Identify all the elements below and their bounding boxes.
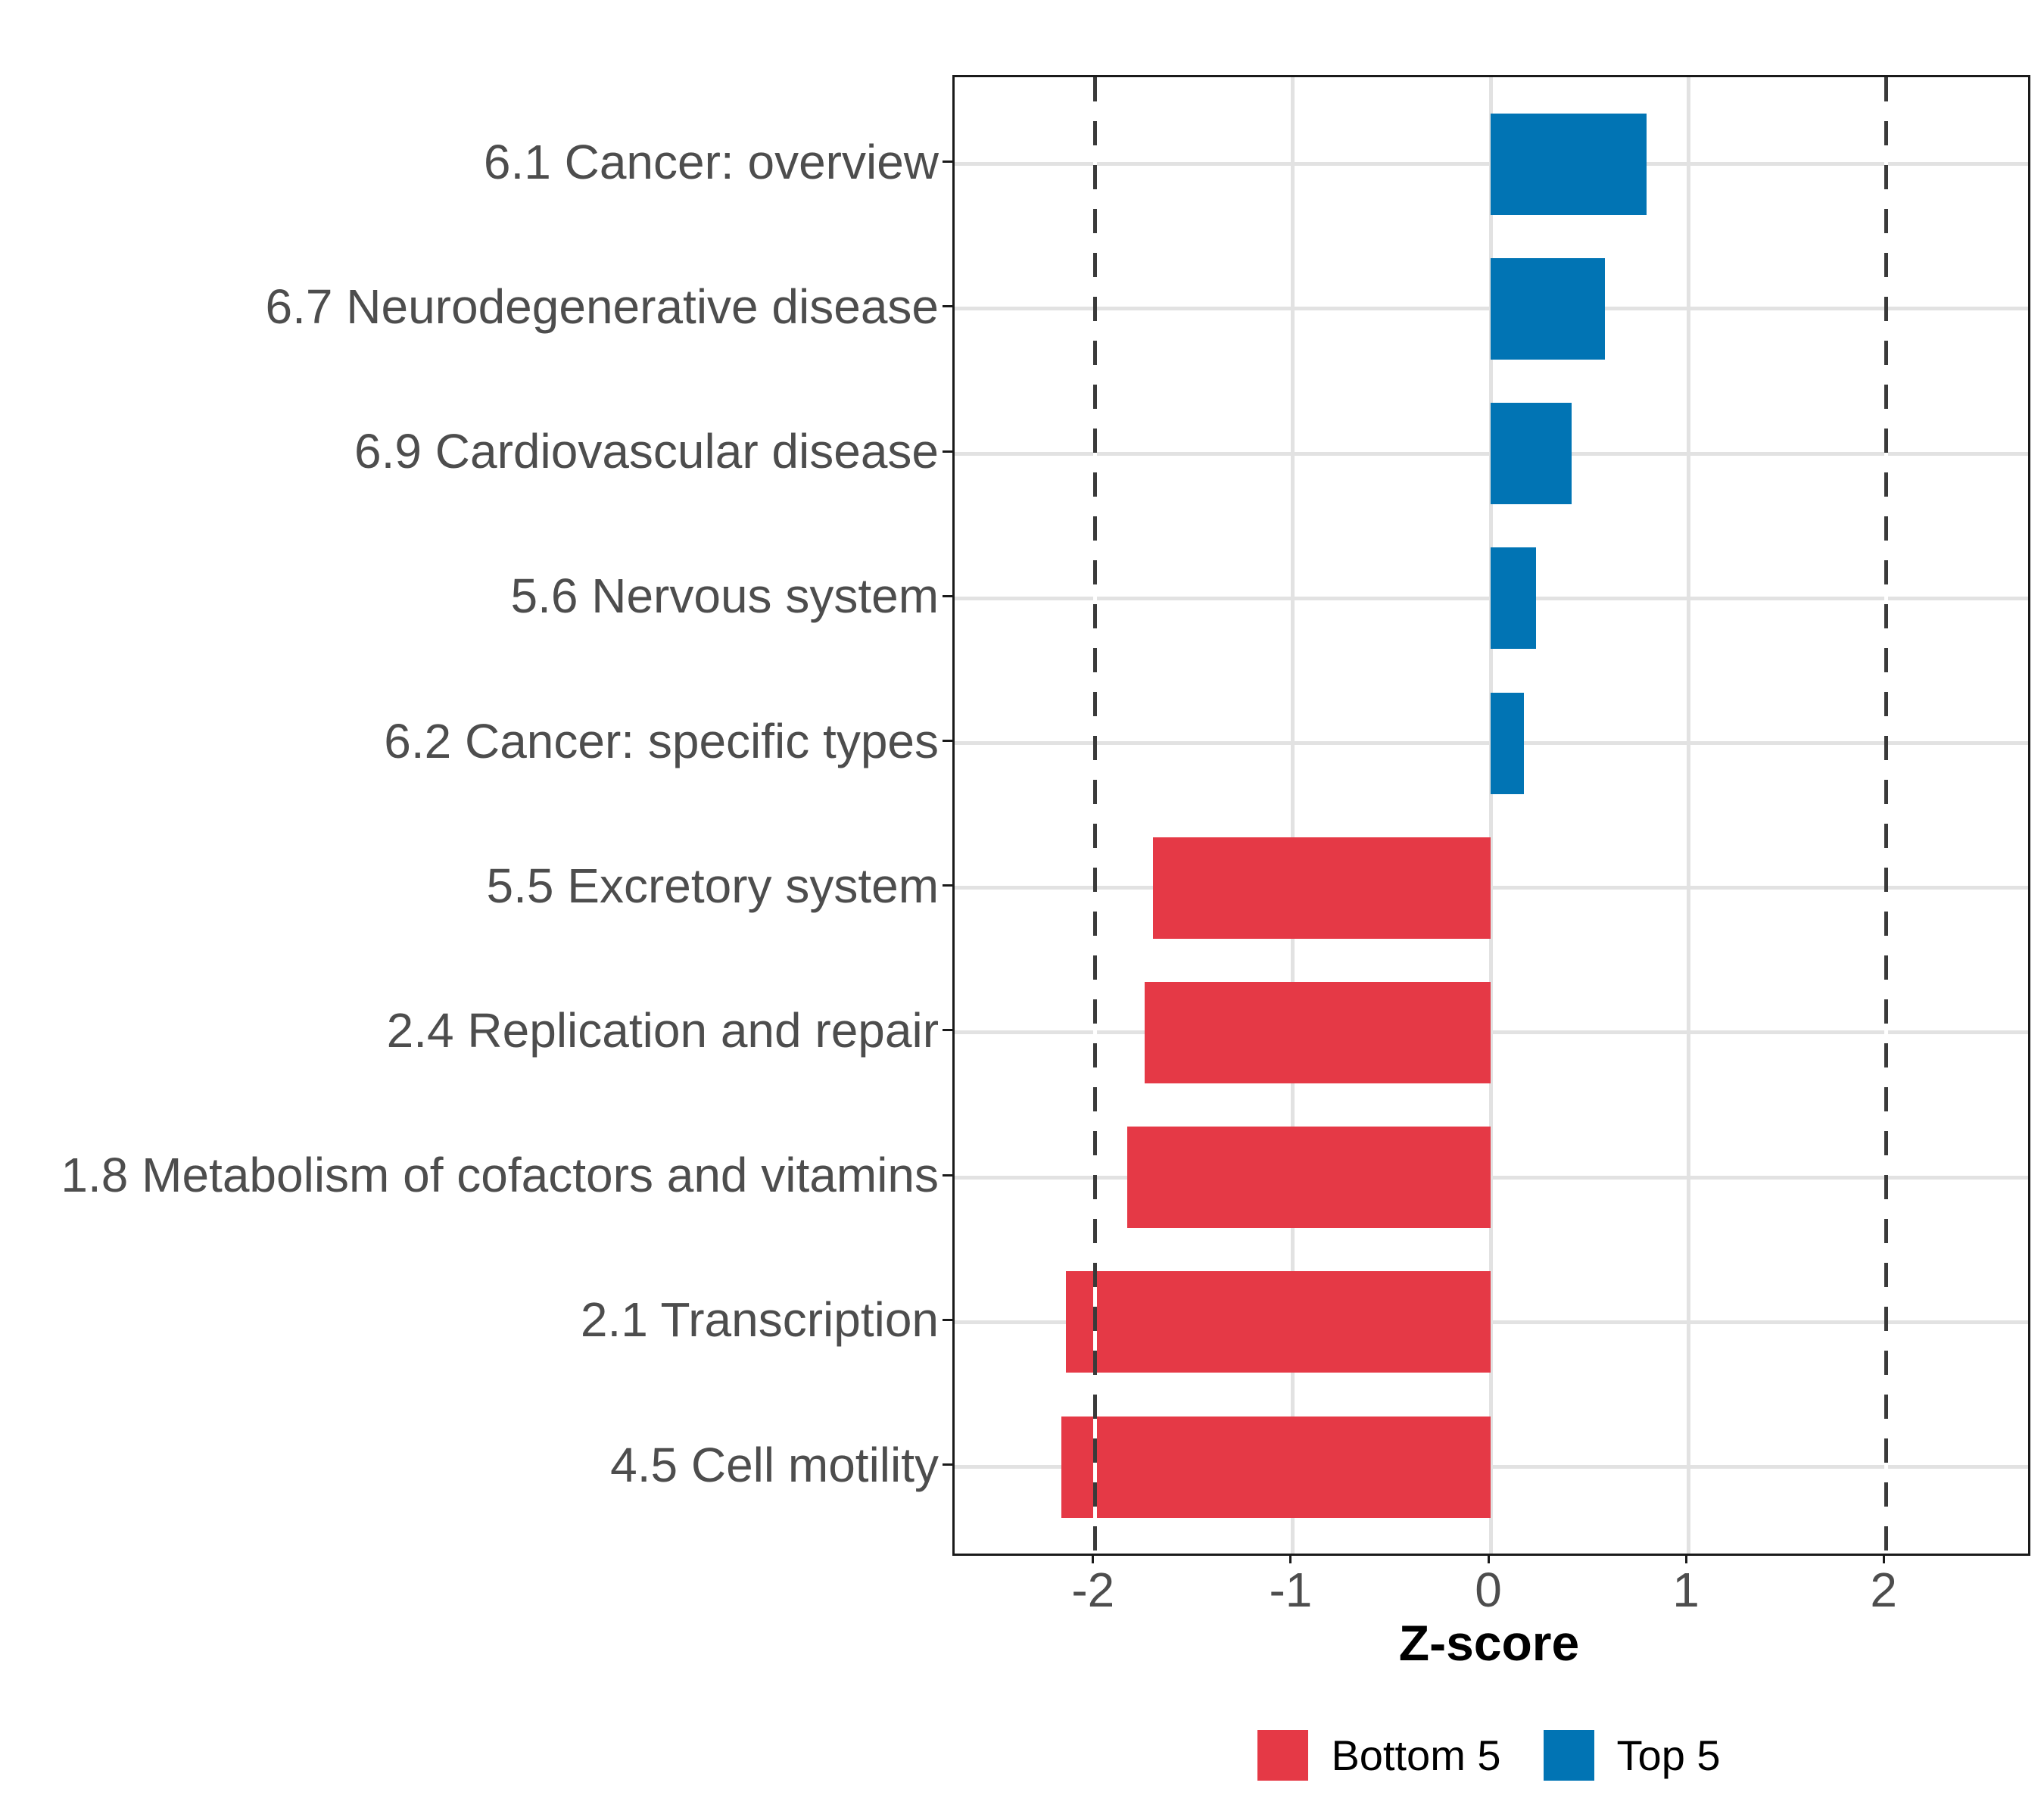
y-axis-tick bbox=[943, 1318, 952, 1321]
bar-2-1-transcription bbox=[1065, 1271, 1491, 1373]
x-axis-title: Z-score bbox=[1398, 1615, 1580, 1671]
y-axis-category-label: 5.5 Excretory system bbox=[486, 858, 939, 913]
legend-label-top5: Top 5 bbox=[1616, 1731, 1721, 1779]
bar-5-5-excretory-system bbox=[1152, 837, 1491, 939]
y-axis-tick bbox=[943, 740, 952, 742]
legend-entry-top5: Top 5 bbox=[1543, 1729, 1721, 1781]
x-axis-tick-label: 0 bbox=[1475, 1563, 1502, 1617]
y-axis-category-label: 6.1 Cancer: overview bbox=[483, 134, 939, 189]
x-axis-tick-label: -2 bbox=[1071, 1563, 1115, 1617]
bar-1-8-metabolism-of-cofactors-and-vitamins bbox=[1126, 1127, 1491, 1229]
legend-entry-bottom5: Bottom 5 bbox=[1257, 1729, 1501, 1781]
plot-panel bbox=[952, 75, 2030, 1556]
bar-2-4-replication-and-repair bbox=[1145, 981, 1491, 1083]
x-axis-tick bbox=[1882, 1554, 1885, 1563]
gridline-horizontal bbox=[955, 1465, 2028, 1469]
y-axis-tick bbox=[943, 161, 952, 164]
gridline-horizontal bbox=[955, 1030, 2028, 1035]
x-axis-tick bbox=[1289, 1554, 1292, 1563]
y-axis-tick bbox=[943, 305, 952, 308]
reference-line bbox=[1884, 77, 1888, 1554]
bar-6-9-cardiovascular-disease bbox=[1491, 403, 1572, 505]
x-axis-tick-label: 1 bbox=[1672, 1563, 1700, 1617]
y-axis-tick bbox=[943, 884, 952, 887]
x-axis-tick bbox=[1684, 1554, 1687, 1563]
x-axis-tick bbox=[1487, 1554, 1490, 1563]
y-axis-tick bbox=[943, 1029, 952, 1032]
gridline-horizontal bbox=[955, 1175, 2028, 1180]
bar-5-6-nervous-system bbox=[1491, 547, 1537, 650]
y-axis-tick bbox=[943, 1463, 952, 1466]
y-axis-category-label: 6.2 Cancer: specific types bbox=[384, 713, 939, 768]
legend: Bottom 5 Top 5 bbox=[952, 1729, 2026, 1781]
y-axis-tick bbox=[943, 450, 952, 453]
bar-6-7-neurodegenerative-disease bbox=[1491, 257, 1606, 360]
y-axis-category-label: 4.5 Cell motility bbox=[610, 1437, 939, 1492]
x-axis-tick-label: 2 bbox=[1870, 1563, 1897, 1617]
y-axis-category-label: 2.1 Transcription bbox=[580, 1292, 939, 1348]
reference-line bbox=[1093, 77, 1098, 1554]
bar-6-2-cancer-specific-types bbox=[1491, 692, 1525, 794]
y-axis-tick bbox=[943, 594, 952, 597]
x-axis-tick bbox=[1092, 1554, 1095, 1563]
gridline-vertical bbox=[1291, 77, 1295, 1554]
y-axis-category-label: 2.4 Replication and repair bbox=[386, 1002, 939, 1058]
gridline-vertical bbox=[1686, 77, 1690, 1554]
gridline-vertical bbox=[1488, 77, 1493, 1554]
plot-area bbox=[955, 77, 2028, 1554]
y-axis-tick bbox=[943, 1173, 952, 1177]
y-axis-category-label: 6.9 Cardiovascular disease bbox=[354, 424, 939, 479]
legend-swatch-top5-icon bbox=[1543, 1729, 1594, 1781]
y-axis-category-label: 6.7 Neurodegenerative disease bbox=[265, 279, 939, 334]
legend-swatch-bottom5-icon bbox=[1257, 1729, 1309, 1781]
y-axis-category-label: 1.8 Metabolism of cofactors and vitamins bbox=[61, 1148, 939, 1203]
bar-6-1-cancer-overview bbox=[1491, 113, 1647, 215]
y-axis-category-label: 5.6 Nervous system bbox=[510, 569, 939, 624]
legend-label-bottom5: Bottom 5 bbox=[1331, 1731, 1501, 1779]
gridline-horizontal bbox=[955, 1320, 2028, 1324]
bar-4-5-cell-motility bbox=[1061, 1416, 1491, 1518]
gridline-horizontal bbox=[955, 886, 2028, 890]
x-axis-tick-label: -1 bbox=[1269, 1563, 1313, 1617]
